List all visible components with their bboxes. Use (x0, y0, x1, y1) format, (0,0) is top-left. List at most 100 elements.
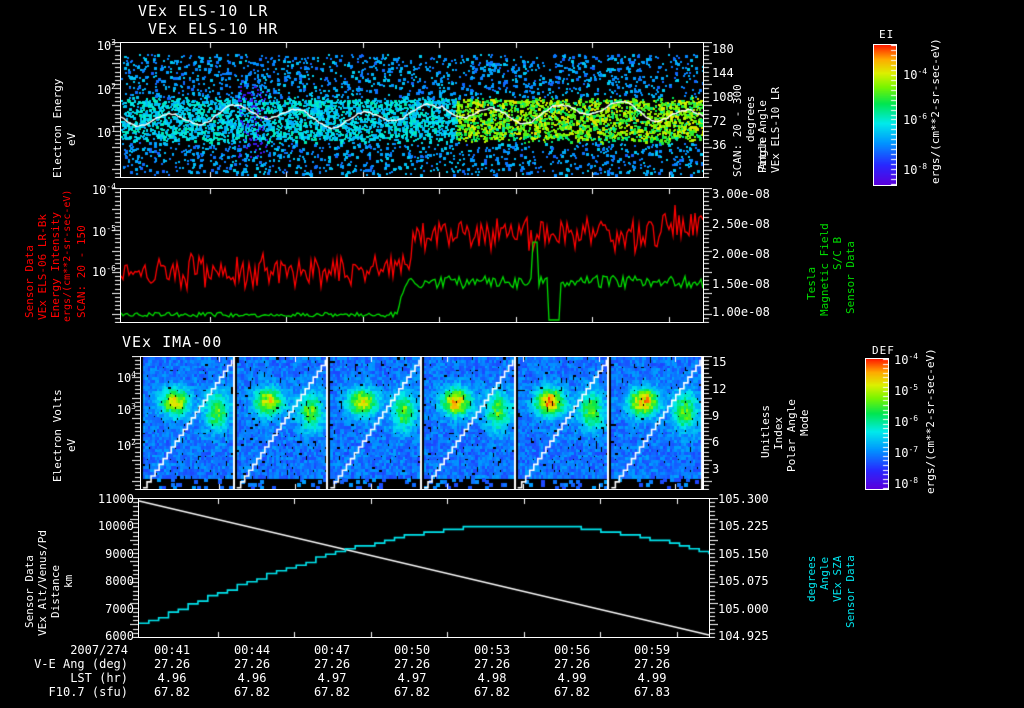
axis-tick-label: 12 (712, 382, 727, 396)
panel2-left-axis-l1: VEx ELS-06 LR-Bk (36, 214, 49, 320)
axis-tick-label: 105.000 (718, 602, 769, 616)
table-row-label: V-E Ang (deg) (34, 657, 128, 671)
axis-tick-label: 10-8 (894, 476, 919, 491)
panel3-right-axis-l2: Index (772, 416, 785, 450)
panel1-colorbar-units: ergs/(cm**2-sr-sec-eV) (929, 38, 942, 184)
panel1-plot-area (120, 42, 704, 178)
axis-tick-label: 105.225 (718, 519, 769, 533)
axis-tick-label: 10-5 (894, 383, 919, 398)
panel1-right-axis-l1: VEx ELS-10 LR (769, 86, 782, 173)
axis-tick-label: 10-4 (91, 182, 116, 197)
panel4-right-axis-l1: VEx SZA (831, 555, 844, 602)
panel3-left-axis-label: Electron Volts (51, 389, 64, 482)
panel3-colorbar-units: ergs/(cm**2-sr-sec-eV) (924, 348, 937, 494)
table-row: 2007/274 00:41 00:44 00:47 00:50 00:53 00:56 00… (0, 643, 692, 657)
panel3-title: VEx IMA-00 (122, 333, 223, 351)
axis-minor-tick-rail (710, 498, 718, 638)
axis-tick-label: 2.00e-08 (712, 247, 770, 261)
axis-minor-tick-rail (130, 498, 138, 638)
axis-minor-tick-rail (704, 42, 712, 178)
table-cell: 4.98 (477, 671, 507, 685)
table-cell: 00:41 (153, 643, 191, 657)
panel3-plot-area (140, 356, 704, 490)
axis-tick-label: 144 (712, 66, 734, 80)
panel3-right-axis-l0: Mode (798, 409, 811, 437)
axis-minor-tick-rail (112, 188, 120, 323)
panel1-colorbar (873, 44, 897, 186)
panel4-right-axis-l3: degrees (805, 555, 818, 602)
panel2-left-axis-l0: Sensor Data (23, 245, 36, 318)
panel1-right-axis-l4: SCAN: 20 - 300 (731, 84, 744, 177)
axis-tick-label: 10000 (97, 519, 134, 533)
table-cell: 4.96 (157, 671, 187, 685)
axis-tick-label: 15 (712, 355, 727, 369)
table-cell: 00:44 (233, 643, 271, 657)
axis-tick-label: 105.300 (718, 492, 769, 506)
table-cell: 27.26 (553, 657, 591, 671)
table-row-label: LST (hr) (70, 671, 128, 685)
axis-minor-tick-rail (112, 42, 120, 178)
axis-tick-label: 3.00e-08 (712, 187, 770, 201)
table-cell: 67.82 (553, 685, 591, 699)
panel4-plot-area (138, 498, 710, 638)
panel4-left-axis-l0: Sensor Data (23, 555, 36, 628)
table-cell: 67.83 (633, 685, 671, 699)
table-cell: 00:47 (313, 643, 351, 657)
table-cell: 4.99 (637, 671, 667, 685)
axis-tick-label: 2.50e-08 (712, 217, 770, 231)
panel2-plot-area (120, 188, 704, 323)
panel1-left-axis-units: eV (65, 132, 78, 146)
table-cell: 27.26 (313, 657, 351, 671)
table-cell: 00:53 (473, 643, 511, 657)
table-row-label: F10.7 (sfu) (48, 685, 128, 699)
axis-tick-label: 104 (116, 370, 136, 385)
table-row: LST (hr) 4.96 4.96 4.97 4.97 4.98 4.99 4.99 (0, 671, 692, 685)
axis-tick-label: 1.00e-08 (712, 305, 770, 319)
axis-tick-label: 7000 (105, 602, 134, 616)
summary-table: 2007/274 00:41 00:44 00:47 00:50 00:53 00:56 00… (0, 643, 692, 699)
table-cell: 4.97 (397, 671, 427, 685)
panel1-right-axis-l2: Angle (756, 136, 769, 170)
panel2-right-axis-l0: Sensor Data (844, 241, 857, 314)
table-cell: 27.26 (153, 657, 191, 671)
panel2-right-axis-l3: Tesla (805, 266, 818, 300)
panel4-left-axis-l3: km (62, 574, 75, 588)
table-cell: 27.26 (633, 657, 671, 671)
panel4-left-axis-l1: VEx Alt/Venus/Pd (36, 530, 49, 636)
table-cell: 4.99 (557, 671, 587, 685)
panel1-left-axis-label: Electron Energy (51, 78, 64, 178)
table-cell: 67.82 (473, 685, 511, 699)
panel1-colorbar-title: EI (879, 28, 895, 41)
axis-tick-label: 9 (712, 409, 720, 423)
panel2-left-axis-l4: SCAN: 20 - 150 (75, 225, 88, 318)
axis-tick-label: 72 (712, 114, 727, 128)
axis-tick-label: 36 (712, 138, 727, 152)
axis-tick-label: 11000 (97, 492, 134, 506)
axis-tick-label: 104.925 (718, 629, 769, 643)
panel3-right-axis-l1: Polar Angle (785, 399, 798, 472)
panel3-colorbar (865, 358, 889, 490)
panel2-left-axis-l2: Energy Intensity (49, 212, 62, 318)
panel4-right-axis-l0: Sensor Data (844, 555, 857, 628)
table-cell: 67.82 (233, 685, 271, 699)
axis-tick-label: 6 (712, 435, 720, 449)
panel1-title-hr: VEx ELS-10 HR (148, 20, 279, 38)
table-cell: 27.26 (473, 657, 511, 671)
axis-tick-label: 10-6 (894, 414, 919, 429)
table-cell: 00:50 (393, 643, 431, 657)
axis-tick-label: 10-8 (903, 162, 928, 177)
axis-tick-label: 105.075 (718, 574, 769, 588)
axis-tick-label: 10-6 (903, 112, 928, 127)
panel4-left-axis-l2: Distance (49, 565, 62, 618)
panel2-right-axis-l2: Magnetic Field (818, 223, 831, 316)
table-cell: 27.26 (393, 657, 431, 671)
table-row: F10.7 (sfu) 67.82 67.82 67.82 67.82 67.82 67.8… (0, 685, 692, 699)
axis-tick-label: 3 (712, 462, 720, 476)
table-cell: 67.82 (393, 685, 431, 699)
table-cell: 67.82 (153, 685, 191, 699)
panel1-title-lr: VEx ELS-10 LR (138, 2, 269, 20)
axis-tick-label: 103 (96, 38, 116, 53)
panel2-left-axis-l3: ergs/(cm**2-sr-sec-eV) (62, 189, 73, 322)
table-cell: 27.26 (233, 657, 271, 671)
